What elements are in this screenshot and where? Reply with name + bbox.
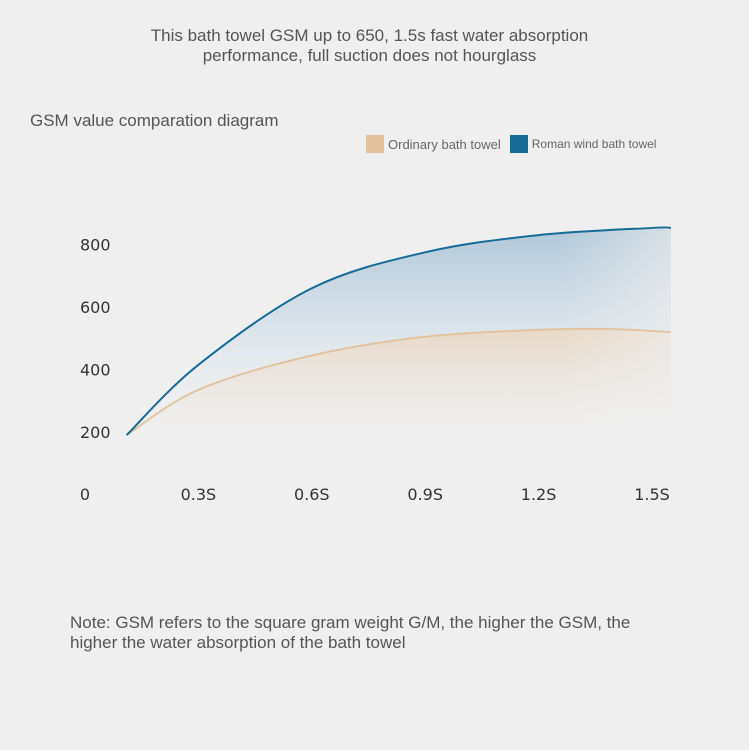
x-tick-label: 0.9S — [407, 485, 443, 504]
legend-label-ordinary: Ordinary bath towel — [388, 136, 501, 152]
line-roman — [125, 226, 671, 436]
y-tick-label: 400 — [80, 361, 111, 380]
line-ordinary — [126, 327, 671, 436]
legend-label-roman: Roman wind bath towel — [531, 137, 657, 151]
chart-title: GSM value comparation diagram — [30, 111, 279, 130]
headline-line-2: performance, full suction does not hourg… — [202, 46, 537, 65]
footnote-line-1: Note: GSM refers to the square gram weig… — [70, 613, 631, 632]
area-fade-overlay — [126, 200, 671, 436]
chart-legend: Ordinary bath towel Roman wind bath towe… — [366, 135, 656, 153]
y-tick-label: 600 — [80, 298, 111, 317]
legend-swatch-roman — [509, 135, 528, 153]
legend-item-ordinary: Ordinary bath towel — [366, 135, 501, 153]
headline: This bath towel GSM up to 650, 1.5s fast… — [0, 26, 739, 66]
footnote-line-2: higher the water absorption of the bath … — [70, 633, 406, 652]
y-tick-label: 800 — [80, 236, 111, 255]
legend-item-roman: Roman wind bath towel — [509, 135, 657, 153]
legend-swatch-ordinary — [366, 135, 384, 153]
x-tick-label: 1.5S — [634, 485, 670, 504]
y-tick-label: 200 — [80, 423, 111, 442]
x-tick-label: 0.6S — [294, 485, 330, 504]
x-tick-label: 1.2S — [521, 485, 557, 504]
headline-line-1: This bath towel GSM up to 650, 1.5s fast… — [150, 26, 589, 45]
x-tick-label: 0.3S — [181, 485, 217, 504]
x-tick-label: 0 — [80, 485, 90, 504]
footnote: Note: GSM refers to the square gram weig… — [70, 613, 680, 653]
